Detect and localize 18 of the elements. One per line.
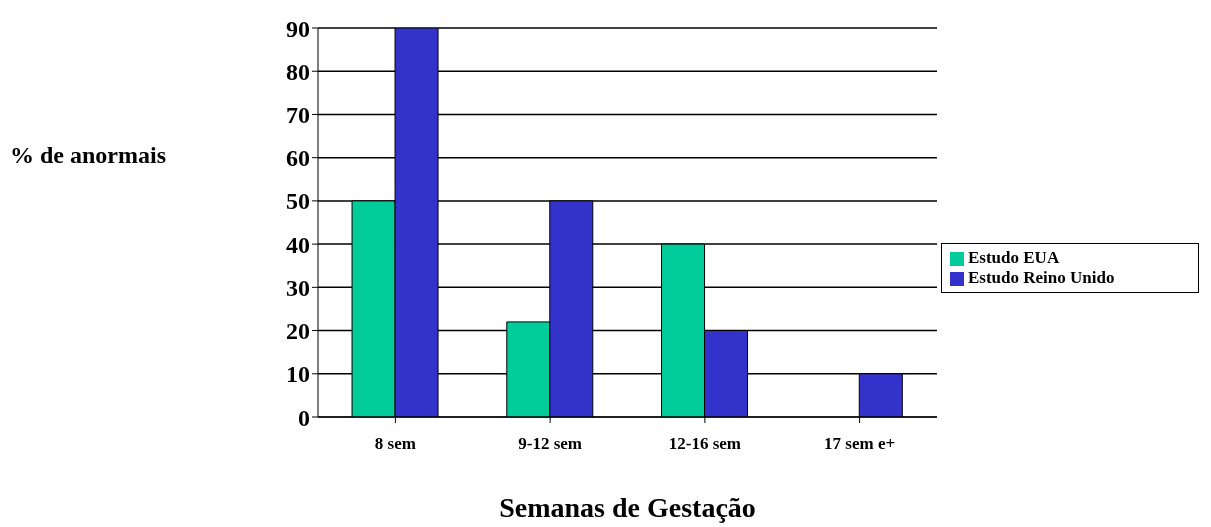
y-tick-label: 20 xyxy=(286,318,310,345)
x-tick-label: 8 sem xyxy=(374,434,416,454)
y-tick-label: 30 xyxy=(286,274,310,301)
y-tick-label: 40 xyxy=(286,231,310,258)
y-tick-label: 70 xyxy=(286,101,310,128)
legend-label: Estudo Reino Unido xyxy=(968,267,1115,287)
x-axis-title: Semanas de Gestação xyxy=(499,492,756,523)
y-axis-title: % de anormais xyxy=(10,142,166,169)
x-tick-label: 12-16 sem xyxy=(668,434,741,454)
y-tick-label: 60 xyxy=(286,145,310,172)
x-tick-label: 17 sem e+ xyxy=(824,434,896,454)
y-tick-label: 50 xyxy=(286,188,310,215)
y-tick-label: 10 xyxy=(286,361,310,388)
y-tick-label: 0 xyxy=(298,404,310,431)
y-tick-label: 90 xyxy=(286,15,310,42)
x-tick-label: 9-12 sem xyxy=(518,434,582,454)
y-tick-label: 80 xyxy=(286,58,310,85)
legend-label: Estudo EUA xyxy=(968,247,1060,267)
